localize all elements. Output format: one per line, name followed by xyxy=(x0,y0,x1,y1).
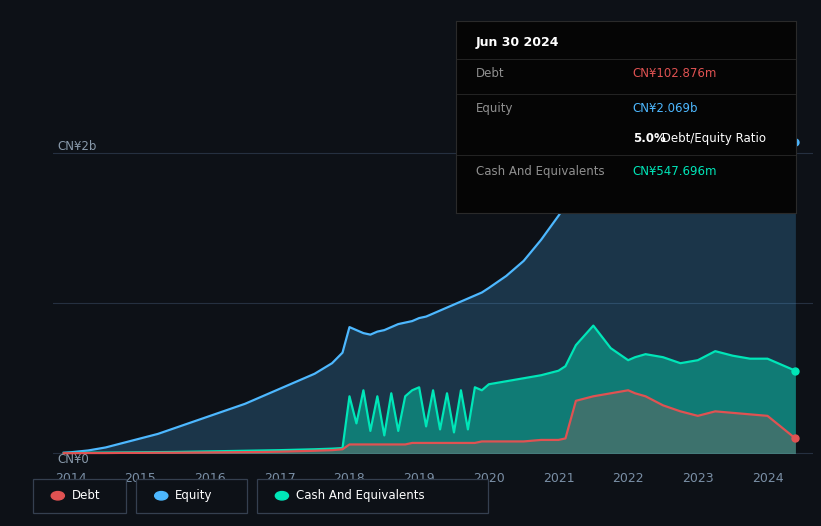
Text: Equity: Equity xyxy=(476,102,514,115)
Text: Cash And Equivalents: Cash And Equivalents xyxy=(296,489,424,502)
Text: Equity: Equity xyxy=(175,489,213,502)
Text: CN¥547.696m: CN¥547.696m xyxy=(633,165,718,178)
Text: CN¥2b: CN¥2b xyxy=(57,139,97,153)
Text: CN¥2.069b: CN¥2.069b xyxy=(633,102,699,115)
Text: Debt: Debt xyxy=(71,489,100,502)
Text: 5.0%: 5.0% xyxy=(633,133,666,145)
Text: Debt: Debt xyxy=(476,67,505,80)
Text: CN¥0: CN¥0 xyxy=(57,453,89,467)
Text: CN¥102.876m: CN¥102.876m xyxy=(633,67,718,80)
Text: Jun 30 2024: Jun 30 2024 xyxy=(476,36,560,49)
Text: Cash And Equivalents: Cash And Equivalents xyxy=(476,165,605,178)
Text: Debt/Equity Ratio: Debt/Equity Ratio xyxy=(658,133,766,145)
